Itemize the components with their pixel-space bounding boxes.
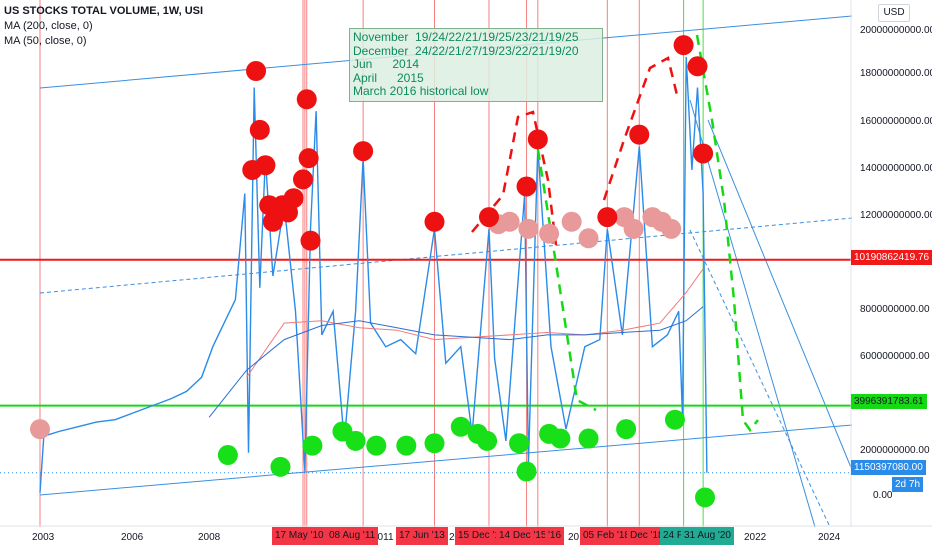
green-marker [516, 461, 537, 482]
green-marker [664, 409, 685, 430]
y-tick-label: 0.00 [873, 490, 893, 501]
date-tag: 17 May '10 [272, 527, 327, 545]
red-marker [478, 207, 499, 228]
date-tag: 17 Jun '13 [396, 527, 448, 545]
green-marker [616, 419, 637, 440]
ma200-series-line [246, 268, 704, 378]
pink-marker [661, 218, 682, 239]
red-marker [693, 143, 714, 164]
pink-marker [561, 211, 582, 232]
red-marker [262, 211, 283, 232]
green-marker [396, 435, 417, 456]
red-marker [293, 169, 313, 190]
y-tick-label: 14000000000.00 [860, 163, 932, 174]
x-tick-label: 2022 [744, 532, 767, 543]
green-marker [695, 487, 716, 508]
legend-ma50: MA (50, close, 0) [4, 35, 87, 47]
green-level-price-tag: 3996391783.61 [851, 394, 927, 409]
red-marker [673, 35, 694, 56]
note-line-5: March 2016 historical low [353, 84, 489, 98]
countdown-tag: 2d 7h [892, 477, 924, 492]
red-marker [516, 176, 537, 197]
green-marker [509, 433, 530, 454]
y-tick-label: 20000000000.00 [860, 25, 932, 36]
green-marker [450, 416, 471, 437]
green-marker [578, 428, 599, 449]
channel-mid-line [39, 217, 853, 294]
date-tag: 24 F [660, 527, 687, 545]
x-tick-label: 2011 [372, 532, 394, 543]
date-tag: 31 Aug '20 [681, 527, 734, 545]
currency-button[interactable]: USD [878, 4, 910, 22]
pink-marker [539, 223, 560, 244]
date-tag: 08 Aug '11 [326, 527, 379, 545]
pink-marker [623, 218, 644, 239]
date-tag: 15 Dec '1 [455, 527, 503, 545]
red-marker [687, 56, 708, 77]
y-tick-label: 12000000000.00 [860, 210, 932, 221]
note-line-4: April 2015 [353, 70, 424, 85]
green-dashed-projection [695, 34, 759, 433]
green-marker [345, 430, 366, 451]
y-tick-label: 2000000000.00 [860, 445, 930, 456]
pink-marker [499, 211, 520, 232]
green-marker [217, 445, 238, 466]
red-marker [629, 124, 650, 145]
red-marker [597, 207, 618, 228]
red-marker [246, 61, 267, 82]
x-tick-label: 2008 [198, 532, 221, 543]
date-tag: Dec '18 [627, 527, 667, 545]
x-tick-label: 2024 [818, 532, 841, 543]
note-line-1: November 19/24/22/21/19/25/23/21/19/25 [353, 30, 579, 44]
red-marker [249, 119, 270, 140]
green-marker [424, 433, 445, 454]
y-tick-label: 16000000000.00 [860, 116, 932, 127]
volume-series-line [39, 56, 708, 493]
annotation-note[interactable]: November 19/24/22/21/19/25/23/21/19/25 D… [349, 28, 603, 102]
green-marker [302, 435, 323, 456]
date-tag: 14 Dec '15 [496, 527, 550, 545]
pink-marker [578, 228, 599, 249]
green-marker [550, 428, 571, 449]
green-marker [366, 435, 387, 456]
green-marker [477, 430, 498, 451]
x-tick-label: 2016 [568, 532, 590, 543]
red-marker [296, 89, 317, 110]
red-marker [527, 129, 548, 150]
legend-ma200: MA (200, close, 0) [4, 20, 93, 32]
red-marker [298, 148, 319, 169]
x-tick-label: 2006 [121, 532, 144, 543]
fan-line-dashed [689, 229, 831, 528]
chart-legend: US STOCKS TOTAL VOLUME, 1W, USI MA (200,… [4, 4, 203, 49]
red-level-price-tag: 10190862419.76 [851, 250, 932, 265]
date-tag: 05 Feb '18 [580, 527, 633, 545]
green-dashed-projection [536, 149, 597, 412]
ma50-series-line [208, 306, 704, 418]
note-line-3: Jun 2014 [353, 57, 420, 71]
pink-marker [518, 218, 539, 239]
red-dashed-projection [602, 56, 679, 201]
pink-marker [30, 419, 50, 440]
fan-line [689, 99, 816, 528]
fan-line [707, 119, 853, 471]
y-tick-label: 18000000000.00 [860, 68, 932, 79]
red-marker [353, 141, 374, 162]
last-value-price-tag: 1150397080.00 [851, 460, 926, 475]
date-tag: '16 [545, 527, 565, 545]
y-tick-label: 6000000000.00 [860, 351, 930, 362]
channel-lower-line [39, 424, 853, 496]
red-marker [255, 155, 276, 176]
red-dashed-projection [471, 110, 558, 246]
legend-title: US STOCKS TOTAL VOLUME, 1W, USI [4, 5, 204, 17]
x-tick-label: 2003 [32, 532, 55, 543]
y-tick-label: 8000000000.00 [860, 304, 930, 315]
green-marker [270, 456, 291, 477]
red-marker [283, 188, 304, 209]
red-marker [300, 230, 321, 251]
note-line-2: December 24/22/21/27/19/23/22/21/19/20 [353, 43, 579, 58]
red-marker [424, 211, 445, 232]
